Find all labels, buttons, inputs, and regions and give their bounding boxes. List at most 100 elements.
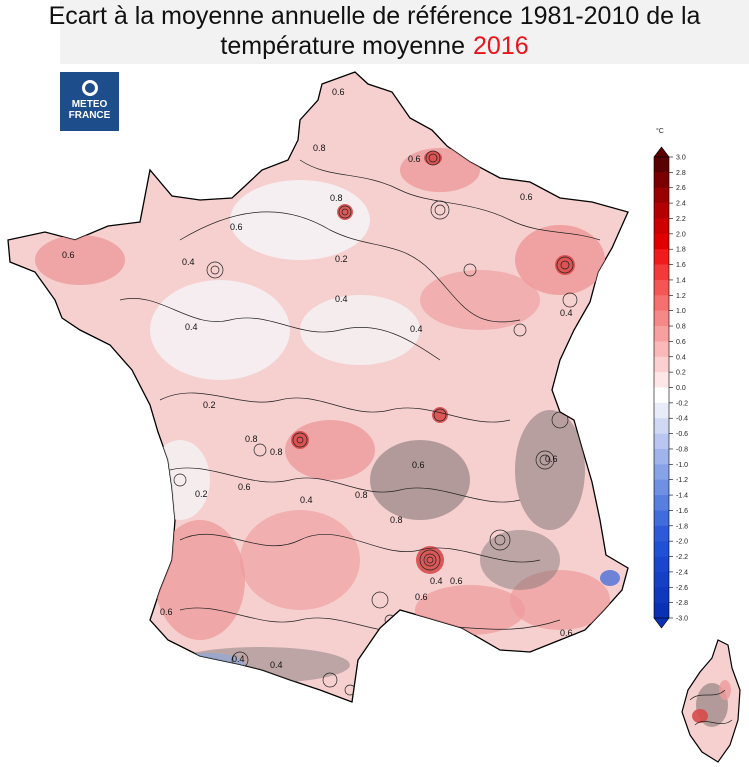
colorbar-top-arrow xyxy=(653,146,670,158)
colorbar-tick-label: 1.2 xyxy=(676,293,686,300)
contour-label: 0.6 xyxy=(520,192,533,202)
colorbar-tick-label: -1.2 xyxy=(676,477,688,484)
colorbar-tick-label: -0.6 xyxy=(676,431,688,438)
colorbar-segment xyxy=(654,326,669,342)
colorbar-segment xyxy=(654,218,669,235)
contour-label: 0.4 xyxy=(335,294,348,304)
colorbar-tick-label: -1.6 xyxy=(676,508,688,515)
colorbar-segment xyxy=(654,479,669,496)
colorbar-tick-label: 2.2 xyxy=(676,216,686,223)
colorbar-segment xyxy=(654,433,669,450)
colorbar-bottom-arrow xyxy=(653,617,670,629)
contour-label: 0.8 xyxy=(245,434,258,444)
colorbar-segment xyxy=(654,172,669,189)
colorbar-segment xyxy=(654,295,669,311)
contour-label: 0.4 xyxy=(185,322,198,332)
map-title-line2-text: température moyenne xyxy=(220,32,465,60)
contour-label: 0.6 xyxy=(545,454,558,464)
contour-label: 0.4 xyxy=(300,495,313,505)
colorbar-tick-label: -3.0 xyxy=(676,616,688,623)
colorbar-tick-label: 0.8 xyxy=(676,324,686,331)
logo-mark-icon xyxy=(81,80,98,96)
contour-label: 0.4 xyxy=(410,324,423,334)
contour-label: 0.6 xyxy=(238,482,251,492)
colorbar-tick-label: 0.6 xyxy=(676,339,686,346)
colorbar-segment xyxy=(654,525,669,542)
colorbar-segment xyxy=(654,402,669,419)
colorbar-tick-label: 0.4 xyxy=(676,354,686,361)
colorbar-tick-label: -1.4 xyxy=(676,493,688,500)
colorbar-tick-label: 2.0 xyxy=(676,231,686,238)
colorbar-tick-label: -2.0 xyxy=(676,539,688,546)
colorbar-segment xyxy=(654,249,669,265)
contour-label: 0.4 xyxy=(270,660,283,670)
colorbar-tick-label: 1.6 xyxy=(676,262,686,269)
colorbar-segment xyxy=(654,448,669,465)
colorbar-tick-label: -1.8 xyxy=(676,523,688,530)
colorbar-segment xyxy=(654,464,669,480)
map-title-line2: température moyenne 2016 xyxy=(0,32,749,61)
colorbar-tick-label: -2.2 xyxy=(676,554,688,561)
colorbar-segment xyxy=(654,587,669,603)
logo-text-france: FRANCE xyxy=(68,110,111,121)
contour-label: 0.4 xyxy=(430,576,443,586)
colorbar-segment xyxy=(654,495,669,511)
contour-label: 0.8 xyxy=(330,193,343,203)
contour-label: 0.8 xyxy=(270,447,283,457)
contour-label: 0.8 xyxy=(390,515,403,525)
colorbar-segment xyxy=(654,356,669,373)
colorbar-tick-label: 0.2 xyxy=(676,370,686,377)
contour-label-layer: 0.6 0.8 0.8 0.6 0.4 0.2 0.4 0.4 0.6 0.2 … xyxy=(62,87,573,670)
colorbar-unit: °C xyxy=(656,128,664,135)
colorbar-segment xyxy=(654,571,669,588)
contour-label: 0.2 xyxy=(203,400,216,410)
colorbar-tick-label: 3.0 xyxy=(676,155,686,162)
colorbar-tick-label: -0.2 xyxy=(676,400,688,407)
contour-label: 0.2 xyxy=(195,489,208,499)
colorbar-segment xyxy=(654,341,669,358)
colorbar-tick-label: -0.4 xyxy=(676,416,688,423)
contour-label: 0.6 xyxy=(450,576,463,586)
colorbar-segment xyxy=(654,187,669,204)
contour-label: 0.2 xyxy=(335,254,348,264)
map-title-line1: Ecart à la moyenne annuelle de référence… xyxy=(48,2,701,30)
colorbar-tick-label: 0.0 xyxy=(676,385,686,392)
colorbar: 3.0 2.8 2.6 2.4 2.2 2.0 1.8 1.6 1.4 1.2 1.0 0.8 0.6 0… xyxy=(653,146,688,629)
colorbar-tick-label: -2.4 xyxy=(676,569,688,576)
colorbar-tick-label: 2.6 xyxy=(676,185,686,192)
colorbar-segment xyxy=(654,233,669,250)
colorbar-tick-label: 2.8 xyxy=(676,170,686,177)
contour-label: 0.6 xyxy=(408,154,421,164)
colorbar-tick-label: 2.4 xyxy=(676,201,686,208)
contour-label: 0.4 xyxy=(560,308,573,318)
colorbar-segment xyxy=(654,279,669,296)
contour-label: 0.6 xyxy=(415,592,428,602)
colorbar-segment xyxy=(654,387,669,404)
colorbar-tick-label: 1.8 xyxy=(676,247,686,254)
corsica-island xyxy=(681,639,741,763)
contour-label: 0.8 xyxy=(355,490,368,500)
contour-label: 0.6 xyxy=(412,460,425,470)
meteo-france-logo: METEO FRANCE xyxy=(60,72,119,131)
title-background xyxy=(60,0,749,64)
colorbar-segment xyxy=(654,602,669,619)
colorbar-segment xyxy=(654,372,669,388)
contour-label: 0.4 xyxy=(232,654,245,664)
colorbar-tick-label: -2.8 xyxy=(676,600,688,607)
contour-label: 0.6 xyxy=(62,250,75,260)
colorbar-tick-label: -2.6 xyxy=(676,585,688,592)
colorbar-segment xyxy=(654,203,669,219)
colorbar-segment xyxy=(654,541,669,557)
map-title-year: 2016 xyxy=(472,32,529,60)
france-mainland-land xyxy=(7,71,629,703)
colorbar-tick-label: -1.0 xyxy=(676,462,688,469)
colorbar-segment xyxy=(654,264,669,281)
colorbar-segment xyxy=(654,510,669,527)
contour-label: 0.8 xyxy=(313,143,326,153)
logo-text-meteo: METEO xyxy=(71,99,108,110)
contour-label: 0.6 xyxy=(230,222,243,232)
colorbar-segment xyxy=(654,556,669,573)
colorbar-tick-label: 1.0 xyxy=(676,308,686,315)
colorbar-tick-label: -0.8 xyxy=(676,446,688,453)
